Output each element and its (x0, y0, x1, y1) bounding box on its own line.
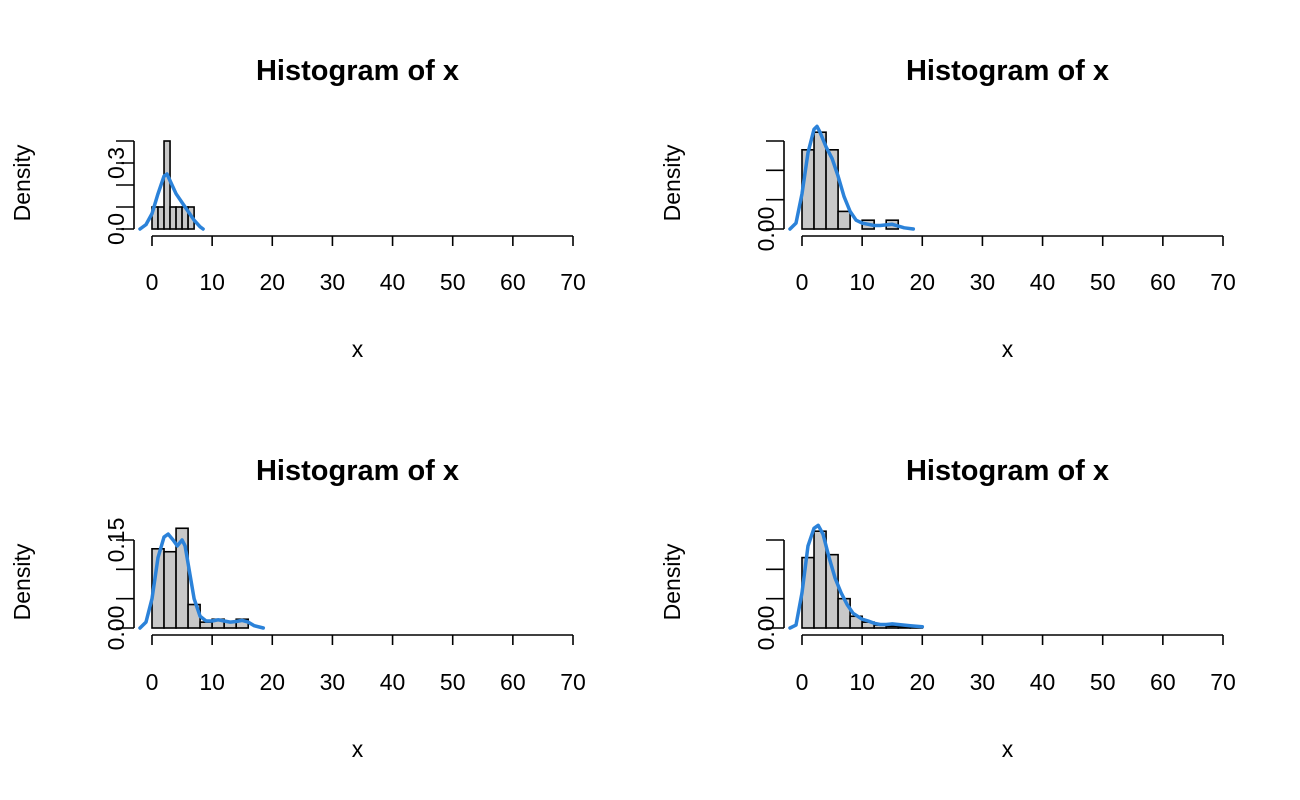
x-tick-label: 60 (1150, 269, 1176, 295)
y-tick-label: 0.00 (753, 207, 779, 252)
x-tick-label: 20 (909, 269, 935, 295)
x-tick-label: 70 (1210, 269, 1236, 295)
x-tick-label: 50 (440, 669, 466, 695)
x-tick-label: 20 (259, 269, 285, 295)
histogram-panel-2: Histogram of x 0 10 20 30 40 50 60 70 0.00 x Densit… (659, 55, 1236, 362)
histogram-panel-1: Histogram of x 0 10 20 30 40 50 60 70 0.0 0.3 x Dens… (9, 55, 586, 362)
y-axis-label: Density (659, 543, 685, 620)
x-tick-label: 60 (1150, 669, 1176, 695)
x-tick-label: 50 (440, 269, 466, 295)
x-tick-label: 50 (1090, 669, 1116, 695)
x-tick-label: 10 (849, 269, 875, 295)
x-tick-label: 50 (1090, 269, 1116, 295)
density-curve (138, 172, 205, 231)
x-tick-label: 40 (380, 269, 406, 295)
x-axis-label: x (352, 336, 364, 362)
histogram-panel-4: Histogram of x 0 10 20 30 40 50 60 70 0.00 x Densit… (659, 455, 1236, 762)
x-tick-label: 70 (1210, 669, 1236, 695)
x-tick-label: 20 (259, 669, 285, 695)
histogram-panel-3: Histogram of x 0 10 20 30 40 50 60 70 0.00 0.15 x De… (9, 455, 586, 762)
x-tick-label: 60 (500, 669, 526, 695)
x-tick-label: 70 (560, 269, 586, 295)
x-tick-label: 10 (199, 669, 225, 695)
y-tick-label: 0.15 (103, 518, 129, 563)
x-tick-label: 60 (500, 269, 526, 295)
x-tick-label: 40 (1030, 669, 1056, 695)
chart-title: Histogram of x (906, 455, 1109, 487)
x-tick-label: 10 (199, 269, 225, 295)
chart-title: Histogram of x (256, 55, 459, 87)
x-axis-label: x (1002, 736, 1014, 762)
y-tick-label: 0.00 (753, 606, 779, 651)
x-tick-label: 30 (970, 269, 996, 295)
histogram-bar (163, 550, 177, 629)
y-axis-label: Density (9, 543, 35, 620)
y-tick-label: 0.3 (103, 147, 129, 179)
histogram-bar (157, 206, 165, 230)
histogram-bar (837, 210, 851, 230)
histogram-bar (163, 140, 171, 230)
x-tick-label: 40 (1030, 269, 1056, 295)
histogram-bar (199, 621, 213, 629)
x-tick-label: 30 (970, 669, 996, 695)
x-tick-label: 0 (146, 269, 159, 295)
histogram-bar (175, 206, 183, 230)
x-tick-label: 0 (146, 669, 159, 695)
x-tick-label: 40 (380, 669, 406, 695)
x-tick-label: 20 (909, 669, 935, 695)
chart-title: Histogram of x (906, 55, 1109, 87)
y-axis-label: Density (659, 144, 685, 221)
histogram-bar (169, 206, 177, 230)
x-axis-label: x (352, 736, 364, 762)
x-tick-label: 10 (849, 669, 875, 695)
density-curve (788, 124, 916, 231)
y-tick-label: 0.0 (103, 213, 129, 245)
x-tick-label: 30 (320, 669, 346, 695)
density-curve (138, 532, 266, 630)
y-axis-label: Density (9, 144, 35, 221)
histogram-bar (885, 625, 900, 629)
chart-title: Histogram of x (256, 455, 459, 487)
x-tick-label: 0 (796, 669, 809, 695)
y-tick-label: 0.00 (103, 606, 129, 651)
x-tick-label: 0 (796, 269, 809, 295)
x-tick-label: 30 (320, 269, 346, 295)
density-curve (788, 523, 925, 630)
x-axis-label: x (1002, 336, 1014, 362)
x-tick-label: 70 (560, 669, 586, 695)
